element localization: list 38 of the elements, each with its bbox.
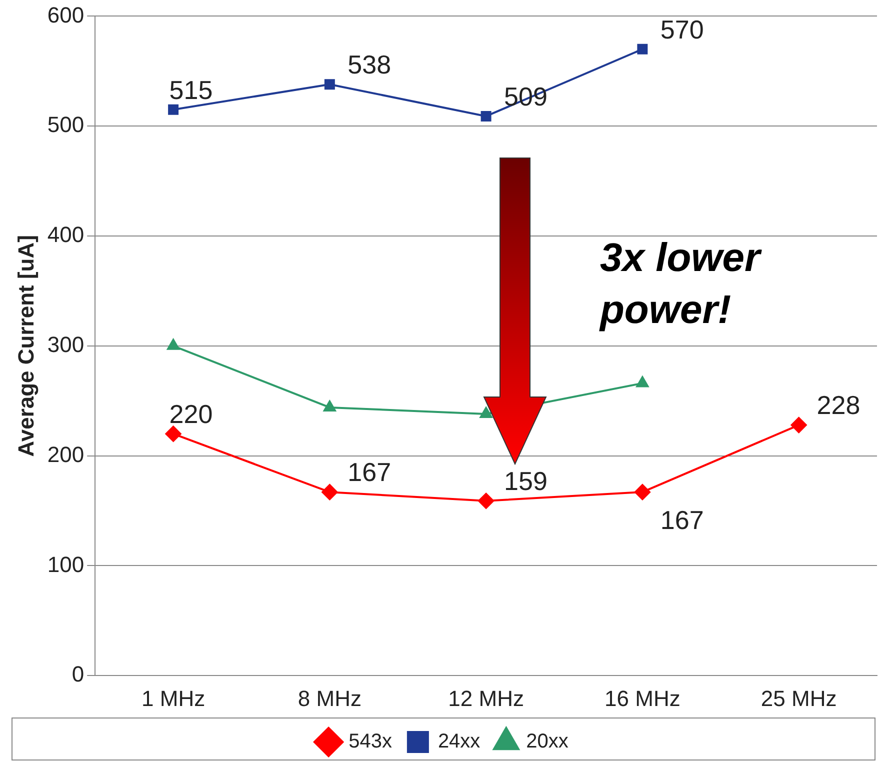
- y-tick-label: 300: [47, 332, 84, 357]
- y-tick-label: 200: [47, 442, 84, 467]
- data-label: 515: [169, 74, 213, 105]
- point: [324, 79, 335, 90]
- y-tick-label: 400: [47, 222, 84, 248]
- x-tick-label: 8 MHz: [298, 686, 362, 711]
- x-tick-label: 12 MHz: [448, 686, 524, 711]
- point: [478, 492, 494, 509]
- y-tick-label: 0: [72, 662, 84, 687]
- y-tick-label: 500: [47, 112, 84, 138]
- point: [790, 417, 807, 434]
- point: [167, 338, 180, 350]
- x-tick-label: 25 MHz: [760, 686, 837, 711]
- point: [634, 484, 650, 500]
- point: [636, 376, 649, 388]
- data-label: 159: [504, 466, 548, 496]
- point: [322, 484, 338, 500]
- data-label: 570: [660, 14, 704, 44]
- data-label: 167: [660, 505, 704, 536]
- x-tick-label: 1 MHz: [142, 686, 206, 711]
- data-label: 538: [348, 50, 392, 80]
- data-label: 220: [169, 398, 213, 429]
- annotation: 3x lower power!: [600, 235, 763, 334]
- x-tick-label: 16 MHz: [604, 686, 680, 711]
- data-label: 228: [816, 390, 860, 420]
- data-label: 167: [348, 457, 392, 488]
- point: [165, 426, 182, 442]
- y-tick-label: 100: [47, 552, 84, 577]
- point: [637, 44, 648, 54]
- legend-label: 24xx: [438, 730, 480, 753]
- point: [168, 104, 179, 115]
- point: [323, 400, 336, 412]
- point: [480, 110, 492, 122]
- point: [480, 407, 492, 418]
- y-tick-label: 600: [47, 2, 84, 28]
- legend-label: 20xx: [526, 730, 568, 753]
- legend-label: 543x: [348, 730, 392, 753]
- y-axis-title: Average Current [uA]: [13, 235, 38, 457]
